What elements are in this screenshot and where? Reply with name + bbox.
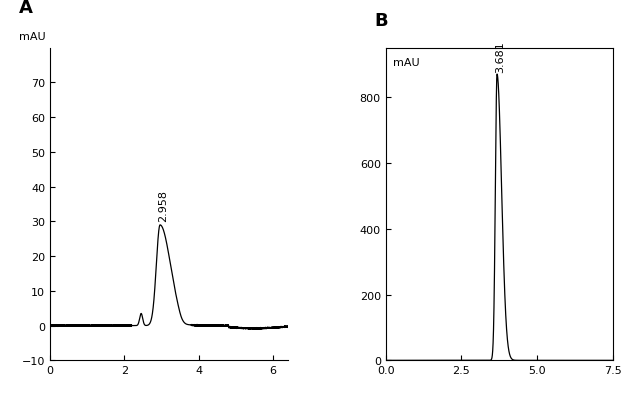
Text: 3.681: 3.681	[496, 42, 506, 73]
Text: 2.958: 2.958	[158, 190, 168, 222]
Text: B: B	[374, 12, 388, 30]
Text: mAU: mAU	[392, 58, 419, 68]
Text: A: A	[19, 0, 33, 17]
Text: mAU: mAU	[19, 32, 46, 43]
